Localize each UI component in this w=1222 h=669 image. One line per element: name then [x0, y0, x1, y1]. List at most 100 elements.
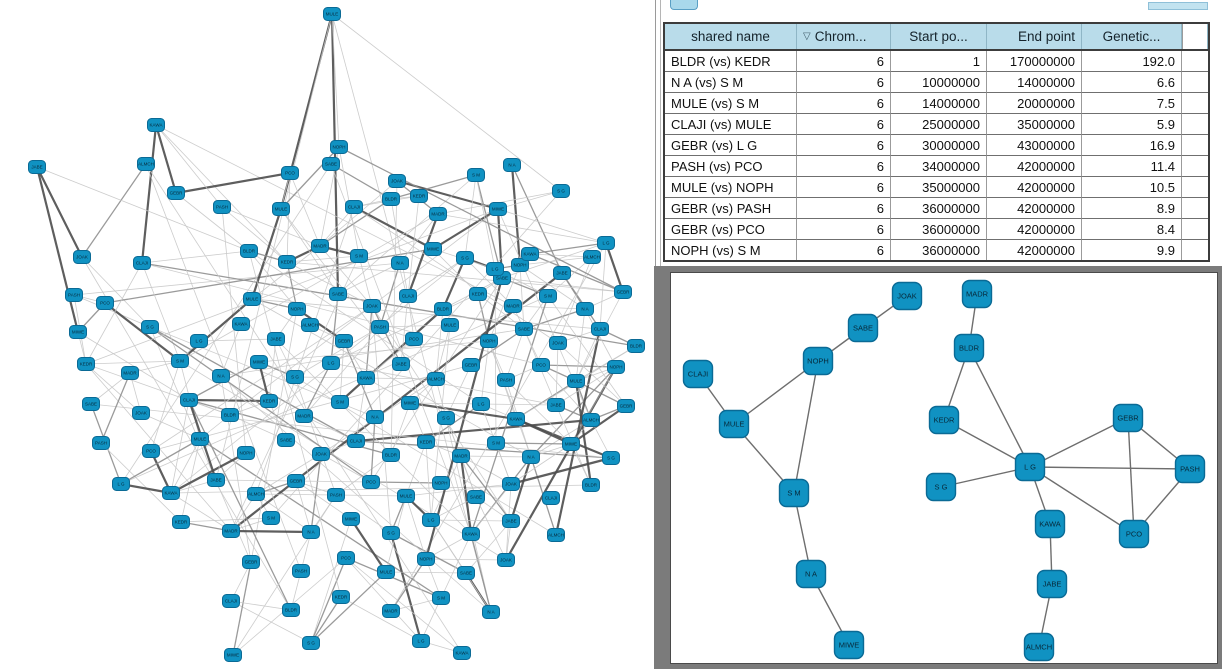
node-shape[interactable] [718, 409, 750, 439]
node-shape[interactable] [472, 397, 490, 411]
node-shape[interactable] [467, 490, 485, 504]
table-cell[interactable]: 6 [797, 134, 891, 155]
network-node[interactable]: ALMCH [583, 250, 601, 264]
node-shape[interactable] [1174, 454, 1206, 484]
node-shape[interactable] [1036, 569, 1068, 599]
table-row[interactable]: GEBR (vs) PASH 6 36000000 42000000 8.9 [665, 197, 1208, 218]
network-node[interactable]: GEBR [167, 186, 185, 200]
node-shape[interactable] [486, 262, 504, 276]
table-row[interactable]: GEBR (vs) PCO 6 36000000 42000000 8.4 [665, 218, 1208, 239]
network-node[interactable]: JOAK [502, 477, 520, 491]
network-node[interactable]: S M [487, 436, 505, 450]
node-shape[interactable] [357, 371, 375, 385]
node-shape[interactable] [456, 251, 474, 265]
node-shape[interactable] [539, 289, 557, 303]
node-shape[interactable] [453, 646, 471, 660]
table-cell[interactable]: GEBR (vs) L G [665, 134, 797, 155]
node-shape[interactable] [576, 302, 594, 316]
network-node[interactable]: JOAK [497, 553, 515, 567]
network-node[interactable]: L G [322, 356, 340, 370]
table-cell[interactable]: MULE (vs) NOPH [665, 176, 797, 197]
network-node[interactable]: ALMCH [137, 157, 155, 171]
node-shape[interactable] [925, 472, 957, 502]
table-cell[interactable]: 42000000 [987, 218, 1082, 239]
network-node[interactable]: N A [503, 158, 521, 172]
table-cell[interactable]: 20000000 [987, 92, 1082, 113]
network-node[interactable]: KEDR [77, 357, 95, 371]
node-shape[interactable] [417, 435, 435, 449]
table-cell[interactable]: 6 [797, 51, 891, 71]
network-node[interactable]: S M [467, 168, 485, 182]
network-node[interactable]: JABE [28, 160, 46, 174]
node-shape[interactable] [1112, 403, 1144, 433]
network-edge[interactable] [1029, 466, 1135, 535]
network-node[interactable]: MIWE [250, 355, 268, 369]
network-node[interactable]: KAWA [462, 527, 480, 541]
network-node[interactable]: MULE [323, 7, 341, 21]
network-node[interactable]: N A [212, 369, 230, 383]
node-shape[interactable] [953, 333, 985, 363]
table-row[interactable]: BLDR (vs) KEDR 6 1 170000000 192.0 [665, 51, 1208, 71]
node-shape[interactable] [795, 559, 827, 589]
network-node[interactable]: L G [597, 236, 615, 250]
node-shape[interactable] [311, 239, 329, 253]
network-node[interactable]: KAWA [232, 317, 250, 331]
node-shape[interactable] [891, 281, 923, 311]
table-cell[interactable]: 6 [797, 176, 891, 197]
node-shape[interactable] [191, 432, 209, 446]
node-shape[interactable] [382, 604, 400, 618]
node-shape[interactable] [617, 399, 635, 413]
node-shape[interactable] [504, 299, 522, 313]
node-shape[interactable] [133, 256, 151, 270]
node-shape[interactable] [301, 318, 319, 332]
node-shape[interactable] [171, 354, 189, 368]
node-shape[interactable] [69, 325, 87, 339]
node-shape[interactable] [412, 634, 430, 648]
node-shape[interactable] [429, 207, 447, 221]
network-node[interactable]: N A [302, 525, 320, 539]
table-row[interactable]: N A (vs) S M 6 10000000 14000000 6.6 [665, 71, 1208, 92]
network-node[interactable]: S M [331, 395, 349, 409]
node-shape[interactable] [243, 292, 261, 306]
network-node-gebr[interactable]: GEBR [1112, 403, 1144, 433]
network-node[interactable]: GEBR [242, 555, 260, 569]
table-cell[interactable]: 10.5 [1082, 176, 1182, 197]
node-shape[interactable] [1118, 519, 1150, 549]
network-node[interactable]: KAWA [357, 371, 375, 385]
network-node[interactable]: L G [112, 477, 130, 491]
node-shape[interactable] [591, 322, 609, 336]
node-shape[interactable] [549, 336, 567, 350]
network-node[interactable]: S G [286, 370, 304, 384]
network-node[interactable]: S G [141, 320, 159, 334]
network-node[interactable]: S G [382, 526, 400, 540]
node-shape[interactable] [247, 487, 265, 501]
node-shape[interactable] [345, 200, 363, 214]
network-node[interactable]: S G [437, 411, 455, 425]
network-node[interactable]: PASH [292, 564, 310, 578]
node-shape[interactable] [363, 299, 381, 313]
node-shape[interactable] [522, 450, 540, 464]
node-shape[interactable] [278, 255, 296, 269]
node-shape[interactable] [322, 356, 340, 370]
network-node[interactable]: GEBR [614, 285, 632, 299]
node-shape[interactable] [583, 250, 601, 264]
node-shape[interactable] [961, 279, 993, 309]
network-node[interactable]: NOPH [417, 552, 435, 566]
network-node[interactable]: PCO [142, 444, 160, 458]
node-shape[interactable] [582, 413, 600, 427]
network-edge[interactable] [793, 360, 819, 494]
network-node[interactable]: MADR [429, 207, 447, 221]
network-node[interactable]: KEDR [260, 394, 278, 408]
network-node[interactable]: PASH [327, 488, 345, 502]
network-node[interactable]: KEDR [332, 590, 350, 604]
network-node[interactable]: MADR [504, 299, 522, 313]
table-cell[interactable]: 7.5 [1082, 92, 1182, 113]
table-cell[interactable]: PASH (vs) PCO [665, 155, 797, 176]
node-shape[interactable] [222, 524, 240, 538]
network-node-joak[interactable]: JOAK [891, 281, 923, 311]
network-node-sabe[interactable]: SABE [847, 313, 879, 343]
node-shape[interactable] [377, 565, 395, 579]
table-cell[interactable]: GEBR (vs) PCO [665, 218, 797, 239]
node-shape[interactable] [562, 437, 580, 451]
